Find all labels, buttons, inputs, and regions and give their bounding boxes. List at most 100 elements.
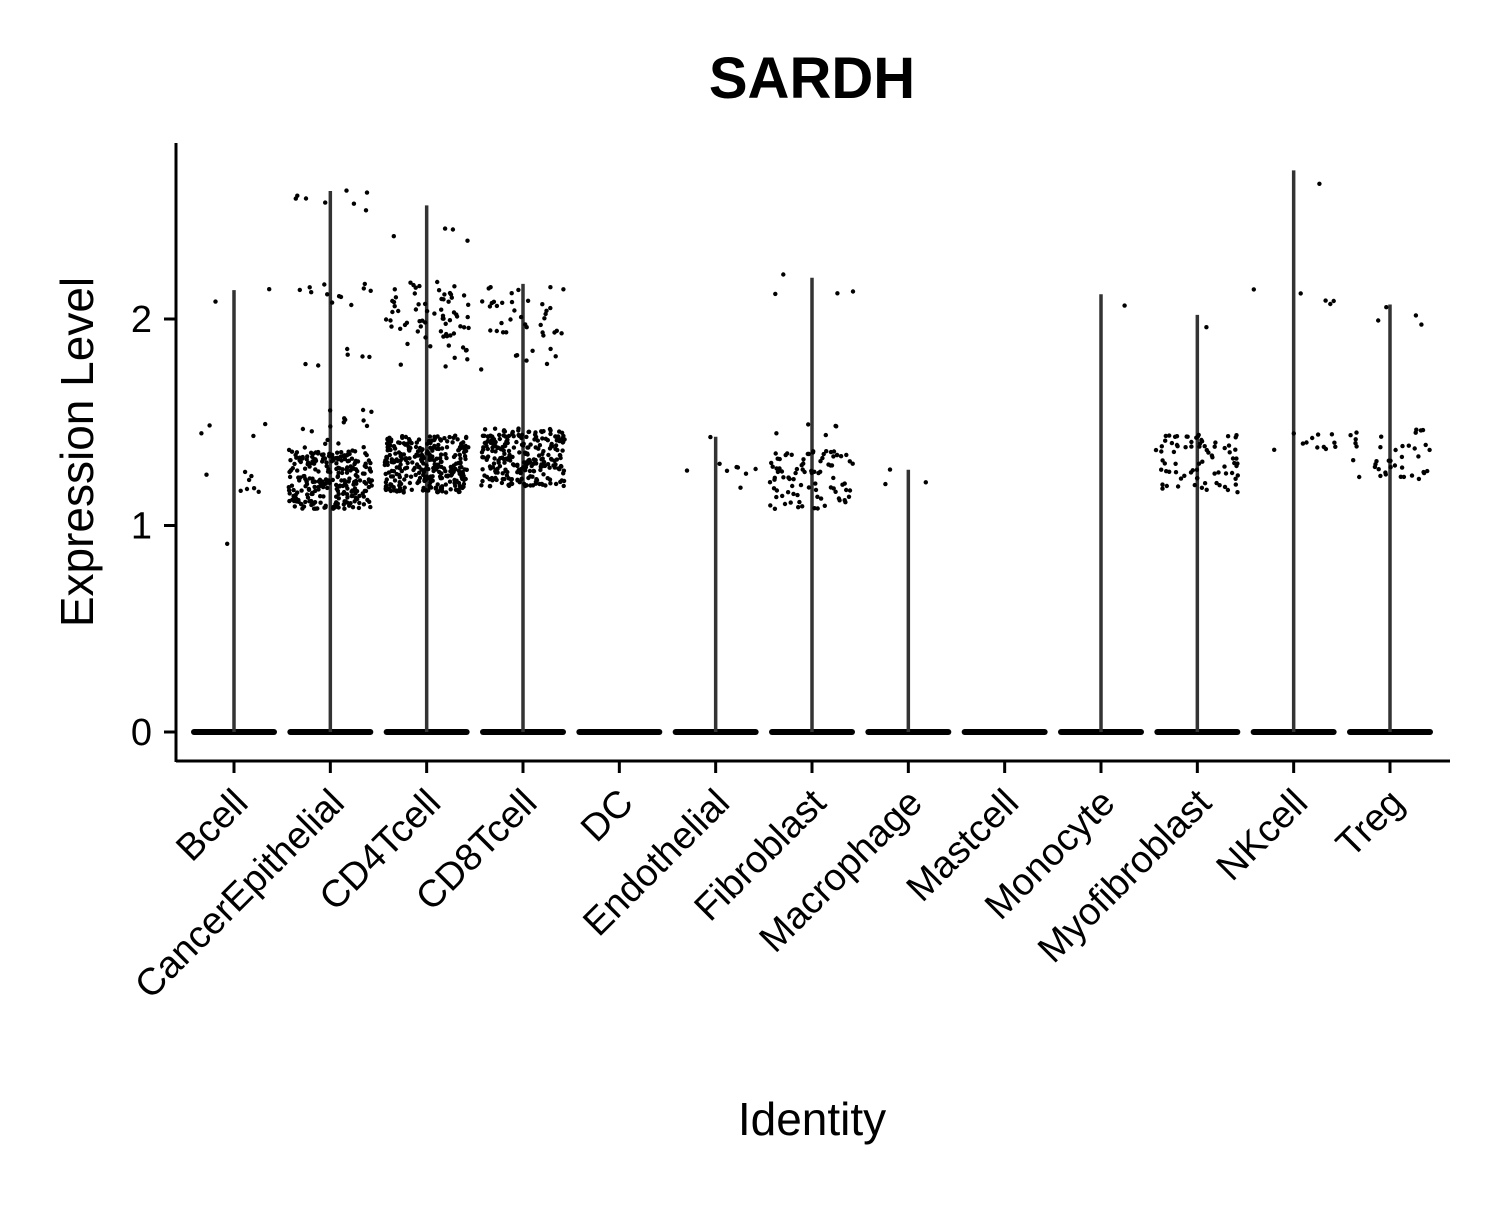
cell-point: [443, 364, 448, 369]
cell-point: [416, 478, 421, 484]
cell-point: [531, 469, 537, 474]
cell-point: [551, 463, 556, 468]
cell-point: [540, 330, 545, 335]
cell-point: [398, 462, 403, 467]
cell-point: [555, 447, 560, 453]
cell-point: [300, 426, 306, 432]
cell-point: [353, 495, 359, 501]
cell-point: [448, 292, 454, 297]
cell-point: [828, 449, 834, 455]
cell-point: [409, 487, 414, 492]
cell-point: [398, 362, 403, 367]
chart-title: SARDH: [709, 46, 915, 111]
violin-fibroblast: [767, 272, 856, 735]
cell-point: [388, 318, 393, 323]
violin-treg: [1347, 304, 1433, 735]
cell-point: [537, 443, 543, 448]
cell-point: [445, 473, 451, 478]
cell-point: [325, 469, 331, 474]
cell-point: [775, 456, 780, 461]
cell-point: [323, 441, 328, 446]
cell-point: [1317, 181, 1322, 186]
cell-point: [345, 352, 350, 357]
cell-point: [353, 458, 358, 463]
cell-point: [263, 421, 268, 427]
cell-point: [1409, 473, 1415, 478]
cell-point: [463, 456, 468, 462]
cell-point: [335, 473, 341, 479]
cell-point: [556, 437, 561, 442]
cell-point: [339, 458, 344, 463]
cell-point: [394, 488, 399, 493]
cell-point: [1374, 459, 1379, 464]
cell-point: [225, 541, 230, 546]
cell-point: [1204, 487, 1209, 492]
cell-point: [426, 488, 431, 493]
cell-point: [802, 469, 807, 475]
cell-point: [441, 466, 447, 471]
cell-point: [1197, 441, 1203, 446]
cell-point: [309, 429, 314, 434]
cell-point: [487, 477, 492, 482]
cell-point: [429, 438, 435, 443]
cell-point: [1194, 435, 1199, 440]
cell-point: [452, 467, 457, 472]
cell-point: [800, 504, 805, 509]
cell-point: [421, 469, 427, 475]
cell-point: [1178, 476, 1184, 481]
cell-point: [417, 470, 422, 475]
cell-point: [1348, 433, 1353, 438]
cell-point: [826, 462, 831, 467]
cell-point: [417, 283, 422, 289]
cell-point: [831, 454, 836, 459]
cell-point: [345, 495, 350, 500]
cell-point: [1298, 291, 1303, 296]
cell-point: [303, 196, 309, 201]
cell-point: [1159, 449, 1164, 454]
cell-point: [363, 481, 369, 486]
cell-point: [405, 341, 410, 347]
cell-point: [788, 500, 793, 505]
cell-point: [423, 335, 428, 340]
cell-point: [1331, 298, 1336, 304]
cell-point: [413, 307, 419, 312]
cell-point: [530, 348, 535, 353]
cell-point: [353, 478, 359, 484]
cell-point: [392, 446, 398, 451]
cell-point: [417, 445, 423, 451]
cell-point: [534, 461, 539, 466]
cell-point: [1234, 456, 1239, 461]
cell-point: [813, 487, 819, 493]
cell-point: [1169, 440, 1175, 446]
cell-point: [485, 434, 490, 439]
cell-point: [1163, 438, 1168, 443]
cell-point: [806, 422, 811, 427]
cell-point: [553, 354, 558, 359]
cell-point: [267, 287, 272, 292]
cell-point: [448, 464, 453, 470]
cell-point: [303, 484, 308, 489]
cell-point: [414, 462, 420, 467]
cell-point: [404, 320, 410, 325]
cell-point: [313, 458, 319, 463]
cell-point: [479, 367, 484, 372]
cell-point: [300, 506, 305, 511]
x-tick-label: Treg: [1328, 782, 1412, 866]
cell-point: [497, 432, 502, 438]
y-tick-label: 2: [131, 299, 152, 341]
cell-point: [386, 486, 391, 492]
cell-point: [335, 450, 340, 455]
cell-point: [503, 468, 508, 474]
cell-point: [1167, 433, 1172, 438]
cell-point: [435, 434, 440, 439]
violin-bcell: [191, 287, 277, 735]
cell-point: [482, 427, 488, 432]
cell-point: [466, 325, 471, 331]
cell-point: [527, 468, 533, 474]
cell-point: [499, 320, 504, 326]
cell-point: [823, 432, 828, 438]
cell-point: [389, 468, 394, 474]
cell-point: [557, 429, 562, 434]
cell-point: [363, 451, 368, 456]
cell-point: [770, 464, 775, 469]
